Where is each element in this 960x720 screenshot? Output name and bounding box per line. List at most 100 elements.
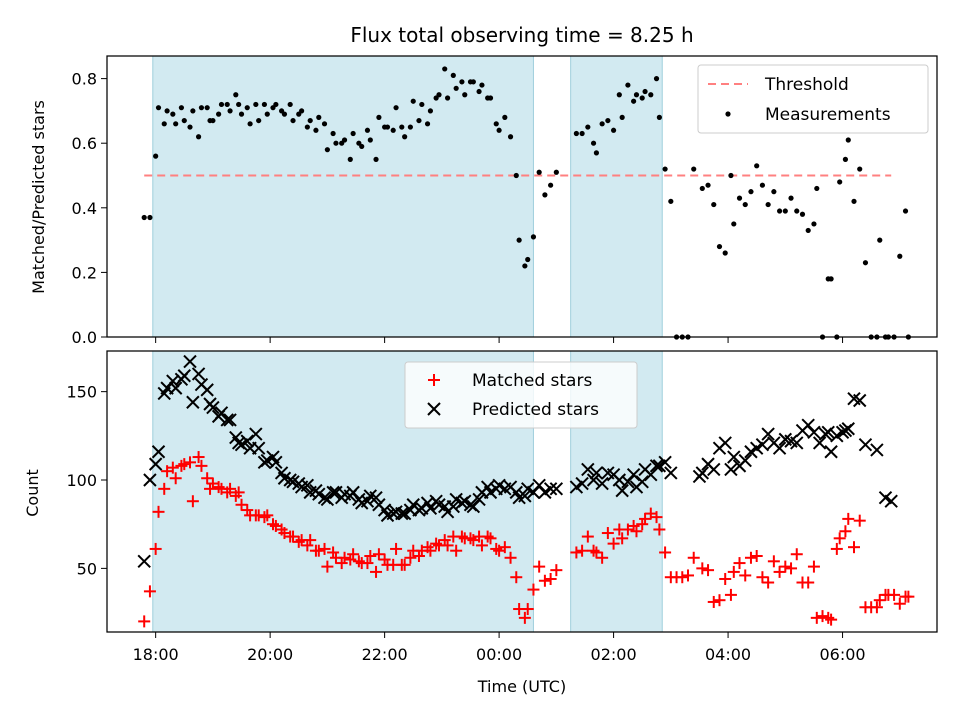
measurement-point (851, 198, 857, 204)
matched-star-point (773, 565, 786, 578)
measurement-point (579, 130, 585, 137)
measurement-point (479, 82, 485, 88)
measurement-point (299, 108, 305, 114)
measurement-point (862, 260, 869, 266)
predicted-star-point (369, 490, 383, 505)
predicted-star-point (326, 485, 340, 500)
matched-star-point (713, 594, 726, 607)
predicted-star-point (575, 476, 589, 491)
measurement-point (605, 117, 611, 124)
measurement-point (845, 137, 851, 143)
matched-star-point (521, 603, 534, 616)
predicted-star-point (220, 413, 234, 427)
bottom-y-axis-label: Count (23, 469, 42, 517)
measurement-point (722, 250, 728, 256)
measurement-point (273, 101, 279, 108)
measurement-point (376, 114, 382, 120)
predicted-star-point (707, 462, 721, 477)
matched-star-point (504, 551, 517, 564)
matched-star-point (292, 535, 305, 548)
matched-star-point (833, 532, 846, 545)
measurement-point (227, 108, 233, 114)
top-axes-frame (106, 55, 938, 338)
matched-star-point (201, 472, 214, 485)
predicted-star-point (586, 473, 601, 487)
matched-star-point (601, 527, 614, 540)
matched-star-point (790, 548, 803, 561)
matched-star-point (192, 451, 205, 464)
measurement-point (705, 182, 711, 188)
measurement-point (599, 121, 605, 127)
matched-star-point (538, 574, 551, 587)
matched-star-point (178, 458, 191, 471)
predicted-star-point (853, 393, 867, 408)
measurement-point (218, 101, 225, 108)
predicted-star-point (761, 427, 775, 441)
measurement-point (442, 66, 448, 72)
matched-star-point (590, 546, 603, 559)
predicted-star-point (755, 437, 770, 452)
measurement-point (190, 108, 196, 114)
matched-star-point (169, 472, 182, 485)
measurement-point (736, 195, 743, 201)
matched-star-point (702, 564, 715, 577)
predicted-star-point (251, 441, 266, 455)
predicted-star-point (518, 489, 532, 503)
predicted-star-point (589, 466, 604, 480)
top-panel: 0.00.20.40.60.8 Matched/Predicted stars … (29, 55, 938, 347)
matched-star-point (767, 555, 780, 568)
measurement-point (476, 88, 482, 95)
measurement-point (799, 211, 806, 217)
measurement-point (170, 111, 176, 117)
matched-star-point (455, 530, 468, 543)
matched-star-point (195, 459, 208, 472)
legend-predicted-label: Predicted stars (472, 400, 599, 420)
measurement-point (656, 114, 662, 120)
measurement-point (236, 101, 242, 108)
measurement-point (648, 92, 654, 98)
matched-star-point (870, 601, 883, 614)
measurement-point (287, 101, 293, 108)
bottom-legend: Matched stars Predicted stars (404, 361, 638, 429)
measurement-point (814, 185, 820, 192)
matched-star-point (184, 456, 196, 469)
measurement-point (631, 98, 637, 104)
measurement-point (662, 166, 668, 172)
predicted-star-point (148, 457, 163, 471)
matched-star-point (724, 588, 737, 601)
predicted-star-point (300, 478, 315, 493)
measurement-point (513, 172, 519, 179)
measurement-point (728, 172, 734, 179)
measurement-point (487, 95, 494, 101)
measurement-point (639, 95, 645, 101)
matched-star-point (481, 530, 494, 543)
top-x-ticks (155, 337, 844, 343)
matched-star-point (304, 534, 317, 547)
matched-star-point (893, 597, 906, 610)
measurement-point (748, 189, 754, 195)
measurement-point (347, 156, 353, 162)
measurement-point (573, 130, 579, 137)
measurement-point (828, 276, 834, 282)
measurement-point (181, 117, 187, 124)
predicted-star-point (727, 450, 741, 464)
predicted-star-point (738, 453, 752, 468)
predicted-star-point (137, 554, 151, 569)
measurement-point (247, 121, 253, 127)
matched-star-point (830, 542, 843, 555)
matched-star-point (839, 525, 852, 538)
matched-star-point (450, 544, 463, 557)
matched-star-point (733, 557, 746, 570)
predicted-star-point (543, 482, 558, 496)
matched-star-point (779, 560, 792, 573)
predicted-star-point (649, 459, 664, 473)
measurement-point (173, 121, 179, 127)
matched-star-point (653, 523, 666, 536)
measurement-point (313, 127, 319, 133)
matched-star-point (301, 539, 314, 552)
predicted-star-point (223, 413, 237, 427)
predicted-star-point (658, 455, 672, 470)
matched-star-point (158, 482, 171, 495)
measurement-point (253, 101, 259, 108)
